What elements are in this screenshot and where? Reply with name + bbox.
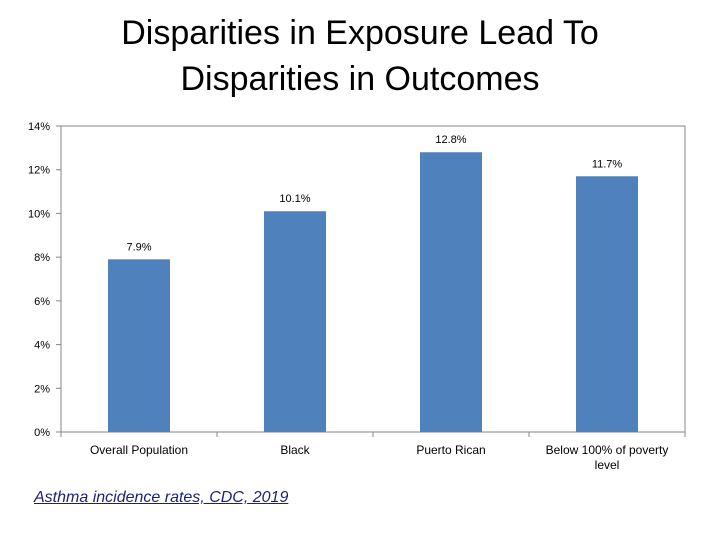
y-tick-label: 0% [34, 427, 50, 439]
data-label: 11.7% [592, 158, 623, 170]
y-tick-label: 10% [28, 208, 50, 220]
data-label: 12.8% [435, 134, 466, 146]
x-tick-label: Overall Population [90, 443, 188, 457]
y-tick-label: 12% [28, 165, 50, 177]
bar [576, 176, 638, 432]
x-tick-label: Black [280, 443, 310, 457]
data-labels: 7.9% 10.1% 12.8% 11.7% [126, 134, 622, 253]
bar [264, 211, 326, 432]
y-axis: 0% 2% 4% 6% 8% 10% 12% 14% [28, 121, 61, 439]
bar [420, 152, 482, 432]
y-tick-label: 6% [34, 296, 50, 308]
x-tick-label: Puerto Rican [416, 443, 485, 457]
y-tick-label: 2% [34, 383, 50, 395]
y-tick-label: 4% [34, 340, 50, 352]
x-axis [60, 432, 686, 437]
x-tick-label: Below 100% of poverty level [546, 443, 669, 472]
bar-series [108, 152, 638, 432]
x-tick-labels: Overall Population Black Puerto Rican Below… [90, 443, 668, 472]
data-label: 7.9% [126, 241, 151, 253]
bar [108, 259, 170, 432]
slide-title: Disparities in Exposure Lead To Disparit… [0, 10, 720, 102]
y-tick-label: 8% [34, 252, 50, 264]
y-tick-label: 14% [28, 121, 50, 133]
source-link[interactable]: Asthma incidence rates, CDC, 2019 [34, 489, 289, 506]
slide-title-line-2: Disparities in Outcomes [180, 60, 540, 98]
data-label: 10.1% [279, 193, 310, 205]
slide-title-line-1: Disparities in Exposure Lead To [121, 14, 599, 52]
